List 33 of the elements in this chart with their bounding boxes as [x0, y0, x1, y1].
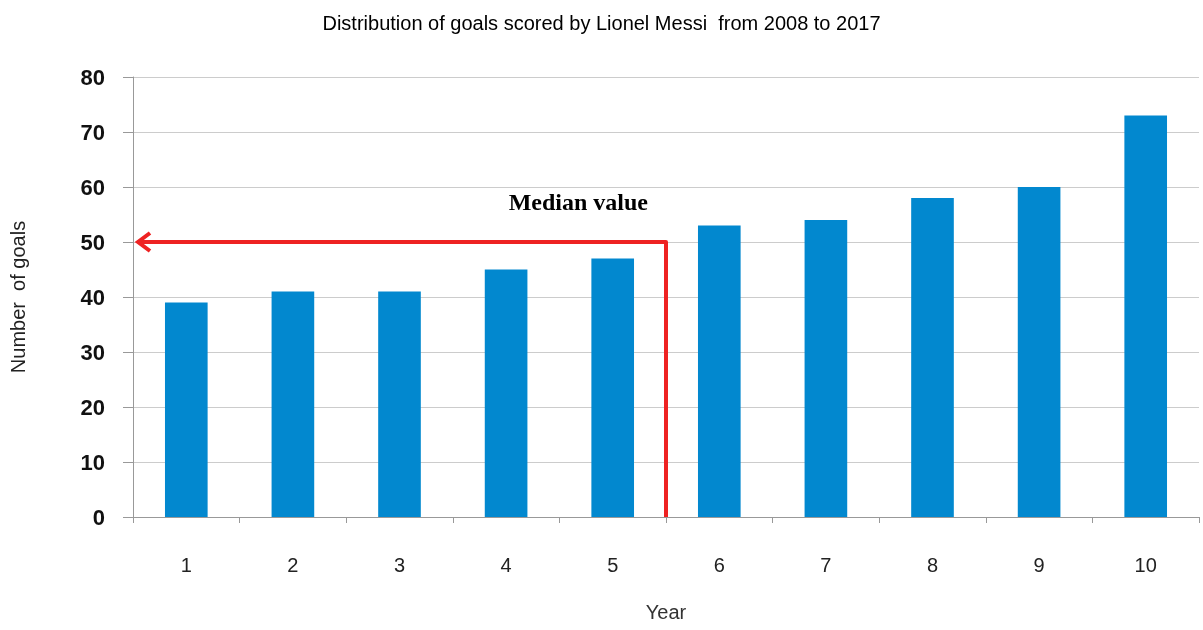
bar — [378, 291, 421, 517]
x-tick-label: 5 — [607, 554, 619, 576]
bar — [164, 302, 208, 517]
chart-title: Distribution of goals scored by Lionel Messi from 2008 to 2017 — [322, 12, 881, 34]
x-tick-label: 7 — [820, 554, 832, 576]
x-tick-label: 10 — [1134, 554, 1157, 576]
bar — [271, 291, 315, 517]
y-tick-label: 0 — [92, 504, 105, 530]
x-tick-label: 6 — [713, 554, 725, 576]
bar — [1124, 115, 1168, 517]
x-tick-label: 1 — [180, 554, 192, 576]
y-tick-label: 50 — [80, 229, 105, 255]
y-tick-label: 70 — [80, 119, 105, 145]
x-tick-label: 4 — [500, 554, 512, 576]
y-tick-label: 60 — [80, 174, 105, 200]
y-tick-label: 40 — [80, 284, 105, 310]
ref-line-label: Median value — [508, 189, 649, 215]
x-tick-label: 3 — [393, 554, 406, 576]
bar — [484, 269, 528, 517]
bar — [1017, 187, 1061, 517]
bar — [697, 225, 741, 517]
x-tick-label: 2 — [287, 554, 299, 576]
y-tick-label: 10 — [80, 449, 105, 475]
y-tick-label: 30 — [80, 339, 105, 365]
bar — [911, 198, 954, 517]
x-tick-label: 8 — [926, 554, 939, 576]
x-axis-title: Year — [645, 601, 687, 623]
bar — [591, 258, 635, 517]
x-tick-label: 9 — [1033, 554, 1045, 576]
bar — [804, 220, 848, 517]
y-axis-title: Number of goals — [7, 220, 29, 374]
y-tick-label: 80 — [80, 64, 105, 90]
y-tick-label: 20 — [80, 394, 105, 420]
